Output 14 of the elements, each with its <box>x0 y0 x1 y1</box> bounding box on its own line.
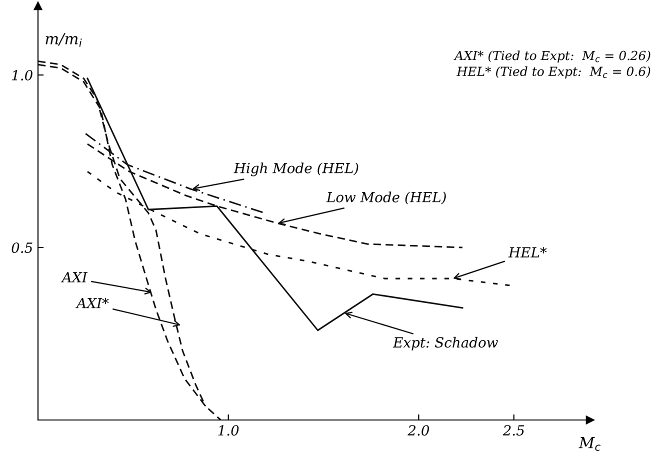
annotation: AXI <box>60 272 88 282</box>
y-tick-label: 0.5 <box>12 242 32 253</box>
x-tick-label: 2.5 <box>502 425 524 436</box>
annotation: AXI* (Tied to Expt: M$_{c}$ = 0.26) <box>454 50 650 63</box>
x-tick-label: 1.0 <box>218 425 239 436</box>
annotation: HEL* <box>508 247 547 258</box>
x-axis-title: M$_{c}$ <box>578 437 600 451</box>
annotation: Low Mode (HEL) <box>326 192 446 204</box>
x-tick-label: 2.0 <box>408 425 430 436</box>
annotation: HEL* (Tied to Expt: M$_{c}$ = 0.6) <box>456 66 650 79</box>
annotation: Expt: Schadow <box>392 336 498 350</box>
annotation: High Mode (HEL) <box>234 162 358 176</box>
annotation: AXI* <box>76 298 109 308</box>
y-axis-title: m/m$_{i}$ <box>46 33 82 47</box>
